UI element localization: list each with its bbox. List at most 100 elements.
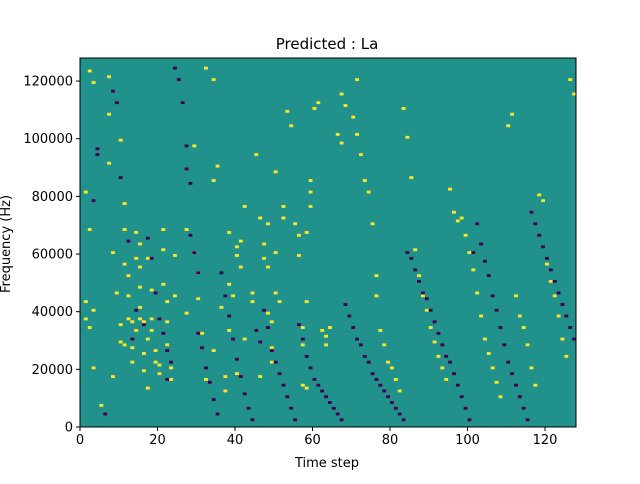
heatmap-cell-low: [227, 314, 232, 318]
heatmap-cell-low: [490, 294, 495, 298]
heatmap-cell-high: [300, 383, 305, 387]
heatmap-cell-high: [130, 346, 135, 350]
heatmap-cell-high: [463, 233, 468, 237]
heatmap-cell-high: [107, 112, 112, 116]
heatmap-cell-high: [192, 144, 197, 148]
heatmap-cell-high: [304, 300, 309, 304]
heatmap-cell-low: [320, 389, 325, 393]
heatmap-cell-high: [401, 107, 406, 110]
heatmap-cell-low: [483, 259, 487, 263]
heatmap-cell-low: [324, 395, 329, 399]
heatmap-cell-high: [211, 179, 216, 182]
heatmap-cell-high: [223, 375, 228, 378]
heatmap-cell-high: [273, 291, 278, 295]
heatmap-background: [80, 58, 576, 427]
heatmap-cell-low: [347, 314, 352, 318]
heatmap-cell-low: [126, 239, 131, 243]
heatmap-cell-low: [161, 331, 166, 335]
heatmap-cell-high: [440, 366, 445, 370]
heatmap-cell-high: [145, 256, 150, 260]
heatmap-cell-high: [374, 294, 379, 298]
heatmap-cell-high: [432, 340, 437, 344]
heatmap-cell-low: [165, 377, 170, 381]
y-tick-label: 120000: [23, 75, 73, 90]
heatmap-cell-high: [184, 228, 189, 231]
heatmap-cell-low: [390, 401, 394, 404]
heatmap-cell-high: [467, 251, 472, 255]
heatmap-cell-low: [297, 323, 301, 327]
heatmap-cell-low: [312, 377, 317, 381]
heatmap-cell-low: [281, 383, 286, 387]
heatmap-cell-low: [196, 271, 201, 275]
heatmap-cell-high: [238, 239, 243, 243]
heatmap-cell-low: [529, 210, 534, 214]
heatmap-cell-low: [293, 418, 298, 422]
heatmap-cell-high: [537, 193, 542, 197]
heatmap-cell-high: [227, 230, 232, 234]
heatmap-cell-high: [219, 305, 224, 309]
heatmap-cell-high: [122, 228, 127, 231]
heatmap-cell-high: [300, 326, 305, 329]
heatmap-cell-high: [308, 190, 313, 194]
heatmap-cell-high: [83, 300, 88, 304]
heatmap-cell-high: [138, 317, 143, 321]
heatmap-cell-low: [479, 242, 484, 246]
heatmap-cell-high: [99, 403, 104, 407]
heatmap-cell-low: [91, 199, 96, 203]
heatmap-cell-low: [533, 222, 538, 226]
heatmap-cell-high: [459, 216, 464, 220]
heatmap-cell-high: [83, 190, 88, 194]
heatmap-cell-high: [293, 222, 298, 226]
heatmap-cells: [83, 66, 577, 422]
heatmap-cell-high: [510, 112, 515, 116]
heatmap-cell-low: [335, 412, 340, 416]
y-tick-label: 100000: [23, 132, 73, 147]
heatmap-cell-high: [386, 360, 391, 364]
heatmap-cell-low: [568, 326, 573, 329]
heatmap-cell-low: [223, 294, 228, 298]
heatmap-cell-high: [165, 320, 170, 324]
heatmap-cell-high: [145, 386, 150, 390]
plot-area: [80, 58, 577, 427]
y-axis: 0 20000 40000 60000 80000 100000 120000: [23, 75, 80, 436]
heatmap-cell-high: [300, 343, 305, 347]
heatmap-cell-high: [266, 311, 270, 315]
heatmap-cell-low: [153, 291, 158, 295]
heatmap-cell-high: [273, 251, 278, 255]
y-tick-label: 60000: [32, 248, 73, 263]
heatmap-cell-high: [498, 395, 503, 399]
heatmap-cell-low: [266, 326, 270, 329]
heatmap-cell-high: [355, 132, 360, 136]
y-tick-label: 0: [65, 421, 73, 436]
heatmap-cell-high: [215, 164, 220, 168]
heatmap-cell-low: [359, 343, 363, 347]
heatmap-cell-high: [122, 202, 127, 206]
heatmap-cell-high: [556, 314, 561, 318]
heatmap-cell-high: [173, 254, 177, 257]
heatmap-cell-high: [560, 337, 565, 341]
heatmap-cell-high: [118, 323, 123, 327]
heatmap-cell-low: [537, 233, 542, 237]
heatmap-cell-high: [231, 294, 236, 298]
x-axis-label: Time step: [294, 456, 359, 471]
heatmap-cell-high: [517, 314, 522, 318]
heatmap-cell-low: [262, 308, 267, 312]
heatmap-cell-low: [448, 360, 453, 364]
y-tick-label: 20000: [32, 363, 73, 378]
heatmap-cell-high: [266, 265, 270, 269]
heatmap-cell-low: [440, 343, 445, 347]
heatmap-cell-low: [545, 256, 549, 260]
heatmap-cell-low: [165, 349, 170, 353]
heatmap-cell-high: [428, 326, 433, 329]
heatmap-cell-high: [455, 219, 460, 223]
heatmap-cell-high: [490, 366, 495, 370]
heatmap-cell-high: [149, 288, 154, 292]
y-axis-label: Frequency (Hz): [0, 195, 14, 293]
heatmap-cell-low: [510, 372, 515, 376]
heatmap-cell-high: [91, 308, 96, 312]
heatmap-cell-high: [111, 375, 115, 378]
heatmap-cell-high: [161, 282, 166, 286]
heatmap-cell-high: [382, 343, 387, 347]
heatmap-cell-low: [494, 308, 499, 312]
heatmap-cell-low: [506, 360, 511, 364]
